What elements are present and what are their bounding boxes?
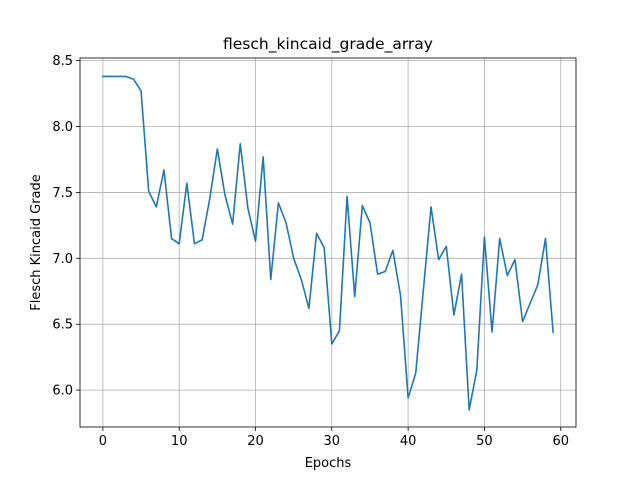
x-tick-label: 60 — [552, 434, 569, 449]
x-tick-label: 10 — [171, 434, 188, 449]
x-axis: 0 10 20 30 40 50 60 — [99, 427, 569, 449]
x-tick-label: 30 — [324, 434, 341, 449]
y-tick-label: 7.0 — [52, 252, 73, 267]
x-tick-label: 20 — [247, 434, 264, 449]
y-axis-label: Flesch Kincaid Grade — [29, 174, 44, 311]
grid — [80, 58, 576, 427]
y-tick-label: 8.5 — [52, 54, 73, 69]
y-tick-label: 6.5 — [52, 318, 73, 333]
y-tick-label: 6.0 — [52, 384, 73, 399]
x-axis-label: Epochs — [305, 456, 352, 471]
x-tick-label: 50 — [476, 434, 493, 449]
x-tick-label: 40 — [400, 434, 417, 449]
series-layer — [102, 75, 554, 411]
y-tick-label: 7.5 — [52, 186, 73, 201]
y-tick-label: 8.0 — [52, 120, 73, 135]
x-tick-label: 0 — [99, 434, 107, 449]
chart-title: flesch_kincaid_grade_array — [223, 35, 433, 54]
y-axis: 6.0 6.5 7.0 7.5 8.0 8.5 — [52, 54, 80, 399]
plot-frame — [79, 57, 577, 428]
series-line — [102, 75, 554, 411]
